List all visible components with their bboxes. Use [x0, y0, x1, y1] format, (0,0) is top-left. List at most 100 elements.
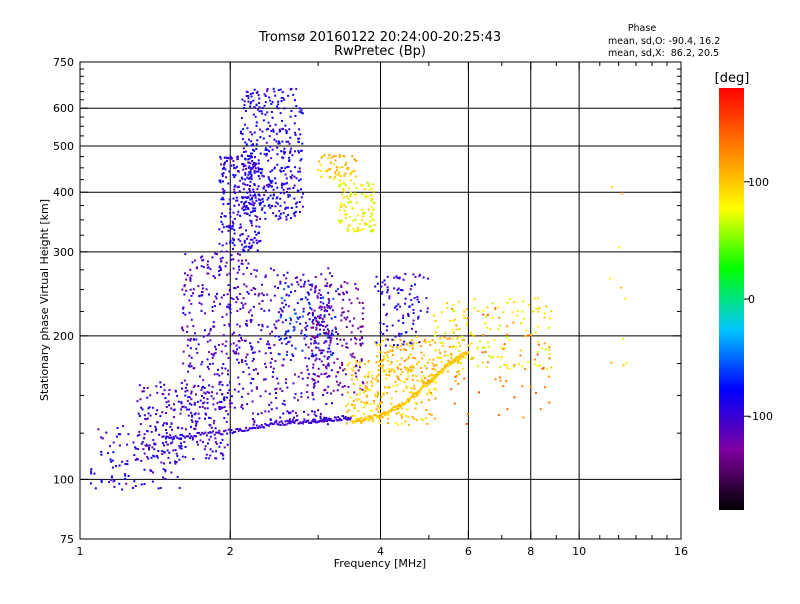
data-point	[170, 407, 173, 410]
data-point	[237, 259, 240, 262]
data-point	[211, 450, 214, 453]
data-point	[441, 344, 444, 347]
data-point	[156, 391, 159, 394]
data-point	[294, 114, 297, 117]
data-point	[355, 375, 358, 378]
data-point	[539, 408, 542, 411]
data-point	[416, 379, 419, 382]
data-point	[268, 183, 270, 186]
data-point	[184, 406, 187, 409]
data-point	[325, 170, 328, 173]
data-point	[414, 401, 417, 404]
data-point	[178, 445, 181, 448]
data-point	[227, 373, 229, 376]
data-point	[407, 355, 410, 358]
data-point	[315, 319, 318, 322]
data-point	[303, 418, 306, 421]
data-point	[265, 424, 268, 427]
data-point	[435, 375, 438, 378]
data-point	[254, 230, 257, 233]
data-point	[228, 389, 231, 392]
data-point	[300, 371, 303, 374]
data-point	[211, 362, 214, 365]
data-point	[146, 430, 149, 433]
data-point	[337, 383, 340, 386]
data-point	[140, 442, 143, 445]
data-point	[314, 287, 317, 290]
data-point	[269, 423, 272, 426]
data-point	[100, 436, 103, 439]
data-point	[316, 296, 319, 299]
data-point	[245, 285, 248, 288]
data-point	[277, 100, 280, 103]
data-point	[235, 196, 238, 199]
data-point	[341, 311, 344, 314]
data-point	[252, 351, 254, 354]
data-point	[257, 193, 260, 196]
data-point	[206, 391, 209, 394]
data-point	[316, 336, 319, 338]
data-point	[306, 391, 309, 393]
data-point	[253, 421, 256, 424]
data-point	[329, 341, 332, 344]
data-point	[186, 408, 189, 411]
data-point	[329, 307, 332, 310]
data-point	[397, 376, 400, 379]
data-point	[328, 154, 331, 157]
data-point	[298, 107, 301, 110]
data-point	[396, 375, 399, 378]
data-point	[224, 345, 227, 347]
data-point	[412, 366, 415, 369]
data-point	[233, 331, 235, 334]
data-point	[311, 314, 314, 317]
data-point	[152, 439, 155, 441]
data-point	[252, 358, 255, 360]
data-point	[121, 460, 124, 463]
data-point	[232, 247, 234, 250]
data-point	[185, 383, 188, 386]
data-point	[232, 267, 235, 270]
data-point	[247, 94, 250, 97]
data-point	[255, 218, 258, 221]
data-point	[264, 148, 267, 151]
data-point	[219, 388, 222, 391]
data-point	[369, 402, 372, 405]
data-point	[248, 165, 251, 168]
data-point	[283, 399, 286, 402]
data-point	[206, 365, 209, 368]
data-point	[170, 436, 172, 439]
data-point	[230, 227, 233, 230]
data-point	[233, 204, 236, 207]
data-point	[269, 206, 272, 209]
data-point	[261, 207, 264, 210]
data-point	[264, 390, 267, 393]
data-point	[463, 377, 466, 380]
data-point	[450, 307, 453, 310]
data-point	[320, 419, 323, 422]
data-point	[283, 192, 286, 195]
data-point	[384, 352, 387, 354]
phase-stats-header: Phase	[628, 23, 657, 34]
data-point	[327, 374, 330, 377]
data-point	[502, 385, 505, 387]
data-point	[330, 156, 333, 159]
data-point	[283, 403, 286, 406]
data-point	[458, 301, 460, 304]
data-point	[299, 298, 302, 301]
phase-stats-x: mean, sd,X: 86.2, 20.5	[608, 48, 719, 59]
data-point	[313, 373, 316, 376]
data-point	[396, 346, 399, 348]
data-point	[348, 361, 351, 364]
data-point	[457, 361, 460, 364]
data-point	[411, 327, 413, 330]
data-point	[428, 358, 431, 361]
data-point	[148, 444, 151, 447]
data-point	[338, 154, 341, 157]
data-point	[186, 389, 189, 392]
data-point	[413, 297, 416, 300]
data-point	[621, 192, 624, 195]
data-point	[274, 388, 277, 391]
data-point	[523, 317, 525, 320]
data-point	[248, 201, 251, 204]
data-point	[450, 388, 453, 391]
